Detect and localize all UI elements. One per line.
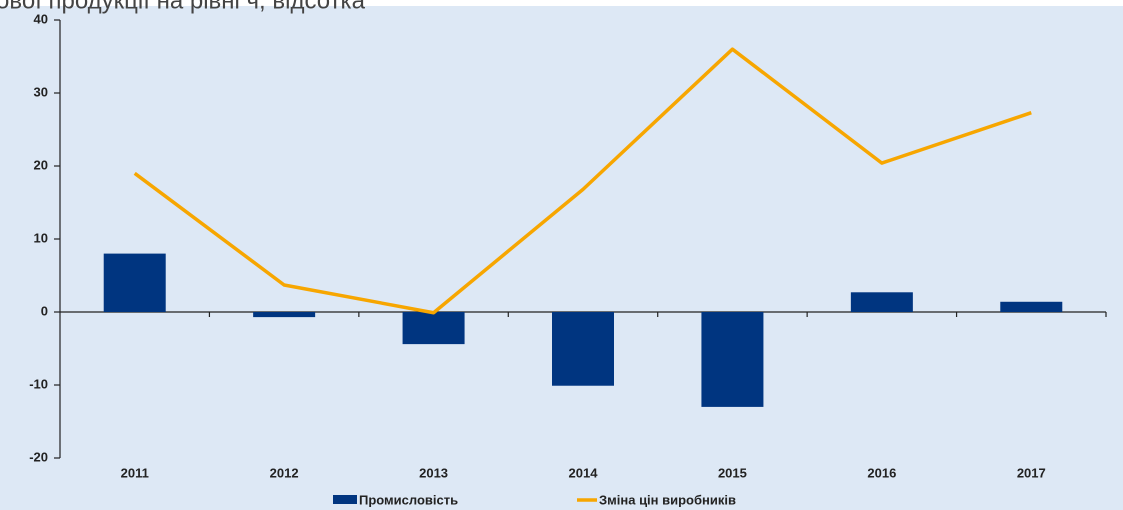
y-tick-label: -20 [29, 449, 48, 464]
x-tick-label: 2012 [270, 465, 299, 480]
y-tick-label: 20 [34, 157, 48, 172]
legend-swatch [333, 495, 357, 504]
x-tick-label: 2017 [1017, 465, 1046, 480]
y-tick-label: 40 [34, 11, 48, 26]
bar [402, 312, 465, 345]
plot-background [0, 6, 1123, 510]
x-tick-label: 2013 [419, 465, 448, 480]
bar [850, 292, 913, 312]
chart-title: ової продукції на рівні ч, відсотка [0, 0, 366, 14]
bar [253, 312, 316, 318]
legend-label: Зміна цін виробників [599, 492, 736, 507]
x-tick-label: 2015 [718, 465, 747, 480]
x-tick-label: 2011 [121, 465, 149, 480]
bar [552, 312, 614, 386]
bar [103, 253, 166, 312]
y-tick-label: 10 [34, 230, 48, 245]
line [133, 47, 1032, 315]
y-tick-label: 0 [41, 303, 48, 318]
bar [701, 312, 764, 407]
x-tick-label: 2016 [867, 465, 896, 480]
y-tick-label: -10 [29, 376, 48, 391]
y-tick-label: 30 [34, 84, 48, 99]
x-tick-label: 2014 [569, 465, 599, 480]
legend-label: Промисловість [359, 492, 458, 507]
bar [1000, 301, 1063, 312]
